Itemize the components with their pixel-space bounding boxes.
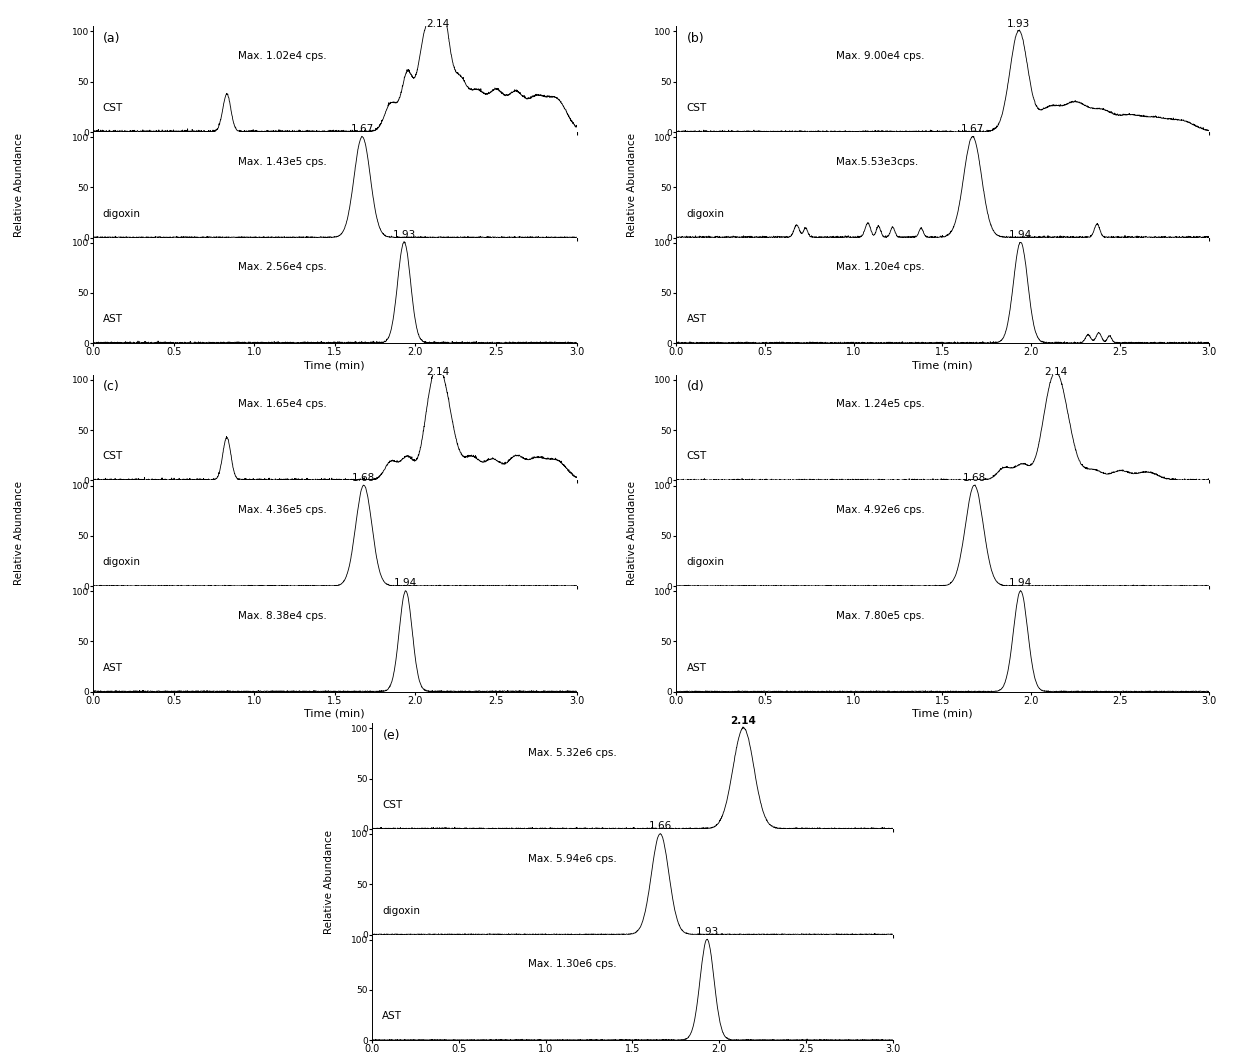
X-axis label: Time (min): Time (min): [913, 709, 972, 719]
Text: Max. 2.56e4 cps.: Max. 2.56e4 cps.: [238, 262, 327, 272]
Text: AST: AST: [687, 315, 707, 324]
Text: (e): (e): [382, 729, 401, 741]
Text: Max. 1.20e4 cps.: Max. 1.20e4 cps.: [836, 262, 924, 272]
Text: digoxin: digoxin: [687, 209, 724, 219]
Text: 1.67: 1.67: [351, 125, 373, 134]
Text: 1.93: 1.93: [393, 230, 415, 240]
Text: Relative Abundance: Relative Abundance: [627, 133, 637, 237]
Text: AST: AST: [687, 663, 707, 673]
Text: 1.68: 1.68: [352, 473, 376, 483]
Text: digoxin: digoxin: [103, 209, 140, 219]
Text: (a): (a): [103, 32, 120, 44]
Text: Max. 9.00e4 cps.: Max. 9.00e4 cps.: [836, 51, 924, 61]
Text: 1.94: 1.94: [1009, 230, 1032, 240]
X-axis label: Time (min): Time (min): [913, 360, 972, 371]
Text: CST: CST: [687, 452, 707, 461]
Text: (b): (b): [687, 32, 704, 44]
Text: CST: CST: [103, 452, 123, 461]
Text: 1.68: 1.68: [962, 473, 986, 483]
Text: (d): (d): [687, 380, 704, 393]
Text: (c): (c): [103, 380, 119, 393]
Text: AST: AST: [382, 1012, 403, 1021]
Text: digoxin: digoxin: [382, 906, 420, 916]
Text: 1.67: 1.67: [961, 125, 985, 134]
Text: CST: CST: [687, 103, 707, 113]
Text: 1.93: 1.93: [696, 927, 719, 937]
Text: Relative Abundance: Relative Abundance: [627, 482, 637, 585]
Text: digoxin: digoxin: [687, 558, 724, 567]
Text: AST: AST: [103, 663, 123, 673]
Text: Max. 8.38e4 cps.: Max. 8.38e4 cps.: [238, 610, 327, 621]
Text: 1.66: 1.66: [649, 822, 672, 831]
Text: Max. 4.92e6 cps.: Max. 4.92e6 cps.: [836, 505, 925, 515]
Text: 2.14: 2.14: [1044, 367, 1068, 377]
Text: Max. 5.94e6 cps.: Max. 5.94e6 cps.: [528, 853, 618, 864]
Text: Max. 1.30e6 cps.: Max. 1.30e6 cps.: [528, 959, 616, 969]
Text: Max. 1.24e5 cps.: Max. 1.24e5 cps.: [836, 399, 925, 410]
Text: Max. 7.80e5 cps.: Max. 7.80e5 cps.: [836, 610, 924, 621]
Text: CST: CST: [382, 800, 403, 810]
Text: 2.14: 2.14: [730, 716, 756, 725]
X-axis label: Time (min): Time (min): [305, 709, 365, 719]
Text: Max. 4.36e5 cps.: Max. 4.36e5 cps.: [238, 505, 327, 515]
Text: Max. 5.32e6 cps.: Max. 5.32e6 cps.: [528, 748, 618, 758]
Text: Max. 1.43e5 cps.: Max. 1.43e5 cps.: [238, 156, 327, 167]
Text: digoxin: digoxin: [103, 558, 140, 567]
Text: 2.14: 2.14: [427, 19, 450, 29]
Text: Relative Abundance: Relative Abundance: [14, 133, 24, 237]
X-axis label: Time (min): Time (min): [305, 360, 365, 371]
Text: Max. 1.02e4 cps.: Max. 1.02e4 cps.: [238, 51, 326, 61]
Text: Max.5.53e3cps.: Max.5.53e3cps.: [836, 156, 918, 167]
Text: 1.93: 1.93: [1007, 19, 1030, 29]
Text: CST: CST: [103, 103, 123, 113]
Text: Max. 1.65e4 cps.: Max. 1.65e4 cps.: [238, 399, 327, 410]
Text: AST: AST: [103, 315, 123, 324]
Text: 1.94: 1.94: [394, 579, 418, 588]
Text: Relative Abundance: Relative Abundance: [14, 482, 24, 585]
Text: Relative Abundance: Relative Abundance: [324, 830, 334, 934]
Text: 1.94: 1.94: [1009, 579, 1032, 588]
Text: 2.14: 2.14: [427, 367, 450, 377]
